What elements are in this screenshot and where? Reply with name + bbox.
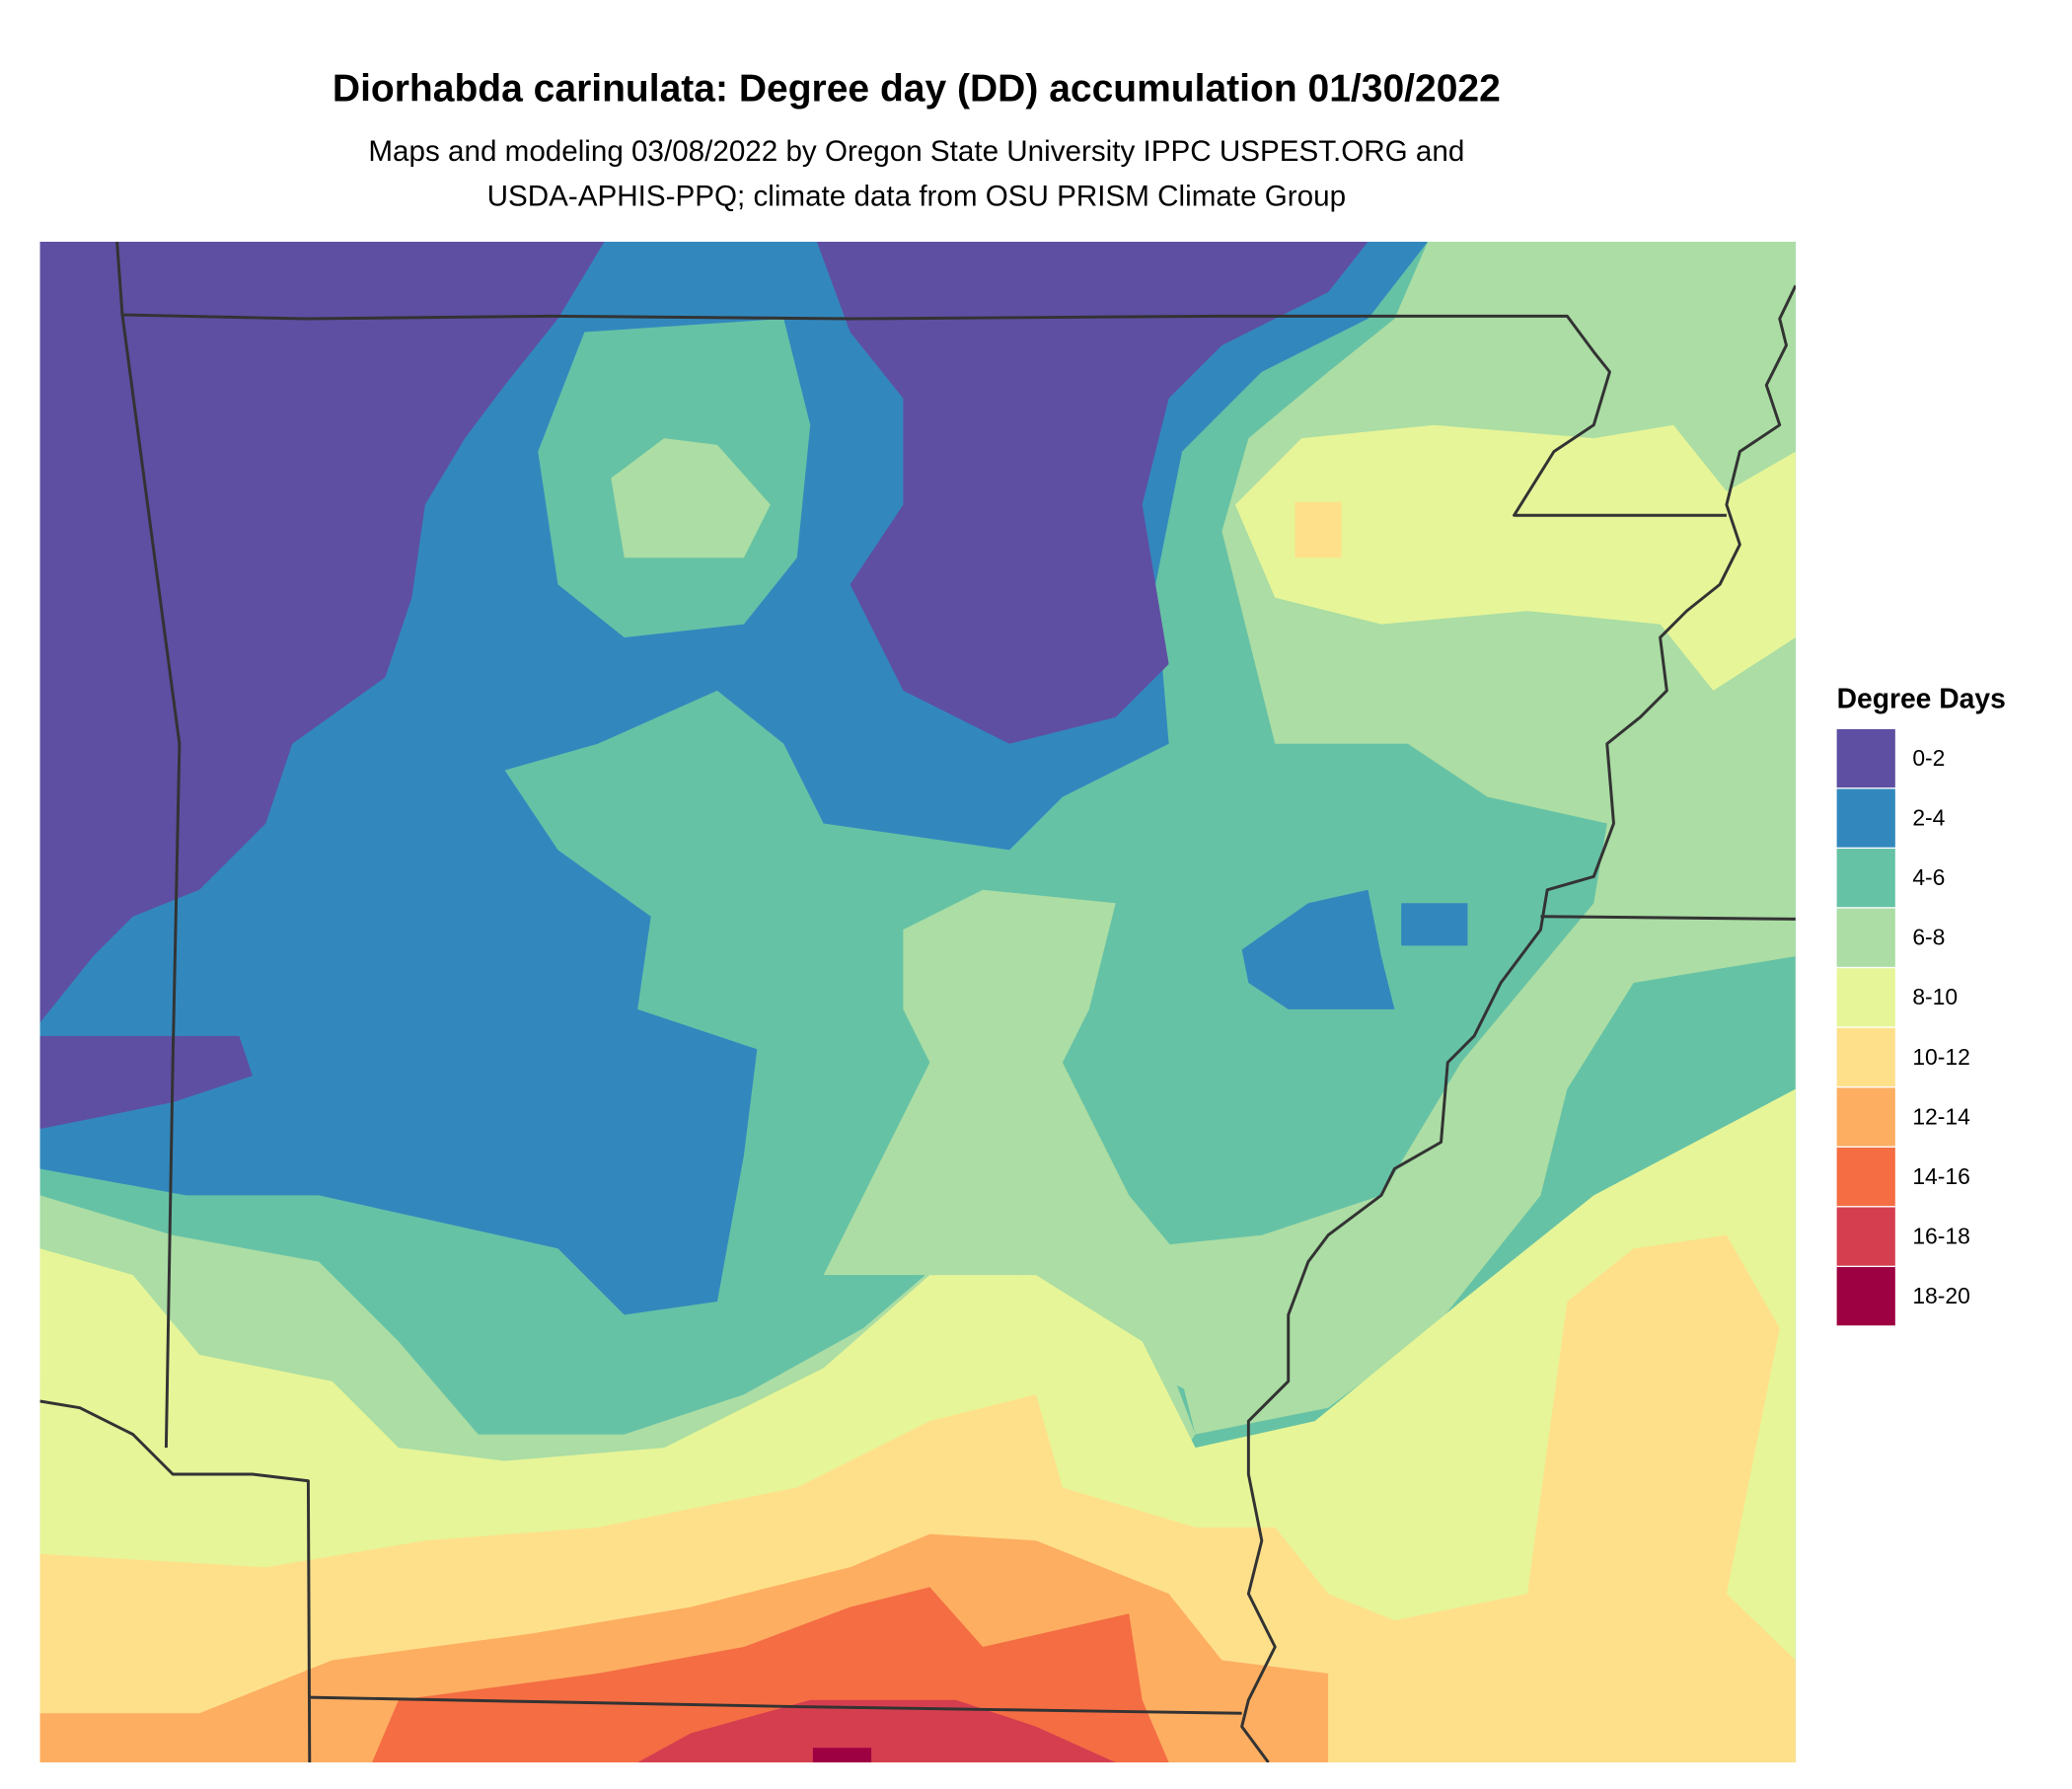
legend-swatch — [1836, 908, 1895, 967]
zone — [39, 241, 605, 1023]
state-border — [309, 1695, 1242, 1715]
map-subtitle: Maps and modeling 03/08/2022 by Oregon S… — [368, 135, 1464, 168]
legend-swatch — [1836, 728, 1895, 788]
legend-label: 6-8 — [1912, 925, 1945, 950]
legend-swatch — [1836, 1087, 1895, 1147]
zone — [39, 1035, 253, 1130]
zone — [1295, 501, 1342, 559]
zone — [1401, 903, 1468, 946]
legend-label: 18-20 — [1912, 1283, 1970, 1308]
legend-label: 0-2 — [1912, 745, 1945, 771]
legend-label: 14-16 — [1912, 1163, 1970, 1189]
legend-swatch — [1836, 849, 1895, 908]
zone — [823, 889, 1196, 1395]
zone — [611, 438, 771, 559]
legend: 0-2 2-4 4-6 6-8 8-10 10-12 12-14 14-16 16-18 18-2… — [1836, 728, 1970, 1326]
state-border — [1540, 915, 1796, 921]
legend-swatch — [1836, 1207, 1895, 1266]
legend-title: Degree Days — [1837, 682, 2006, 713]
legend-label: 16-18 — [1912, 1223, 1970, 1248]
legend-swatch — [1836, 1267, 1895, 1326]
zone — [1241, 889, 1395, 1009]
state-border — [115, 241, 1727, 517]
legend-label: 8-10 — [1912, 984, 1958, 1009]
legend-swatch — [1836, 788, 1895, 848]
legend-swatch — [1836, 1027, 1895, 1086]
state-border — [120, 314, 182, 1449]
map-raster — [39, 241, 1796, 1763]
map-title: Diorhabda carinulata: Degree day (DD) ac… — [333, 67, 1501, 110]
zone — [816, 241, 1369, 744]
legend-label: 2-4 — [1912, 805, 1945, 831]
state-border — [39, 1399, 312, 1763]
legend-label: 4-6 — [1912, 864, 1945, 890]
zone — [39, 1234, 1796, 1763]
zone — [1234, 424, 1796, 691]
legend-label: 10-12 — [1912, 1044, 1970, 1070]
legend-label: 12-14 — [1912, 1103, 1970, 1129]
state-border — [1240, 284, 1796, 1763]
legend-swatch — [1836, 1147, 1895, 1207]
zone — [637, 1699, 1116, 1763]
map-subtitle: USDA-APHIS-PPQ; climate data from OSU PR… — [487, 181, 1346, 213]
zone — [812, 1748, 872, 1763]
legend-swatch — [1836, 968, 1895, 1027]
